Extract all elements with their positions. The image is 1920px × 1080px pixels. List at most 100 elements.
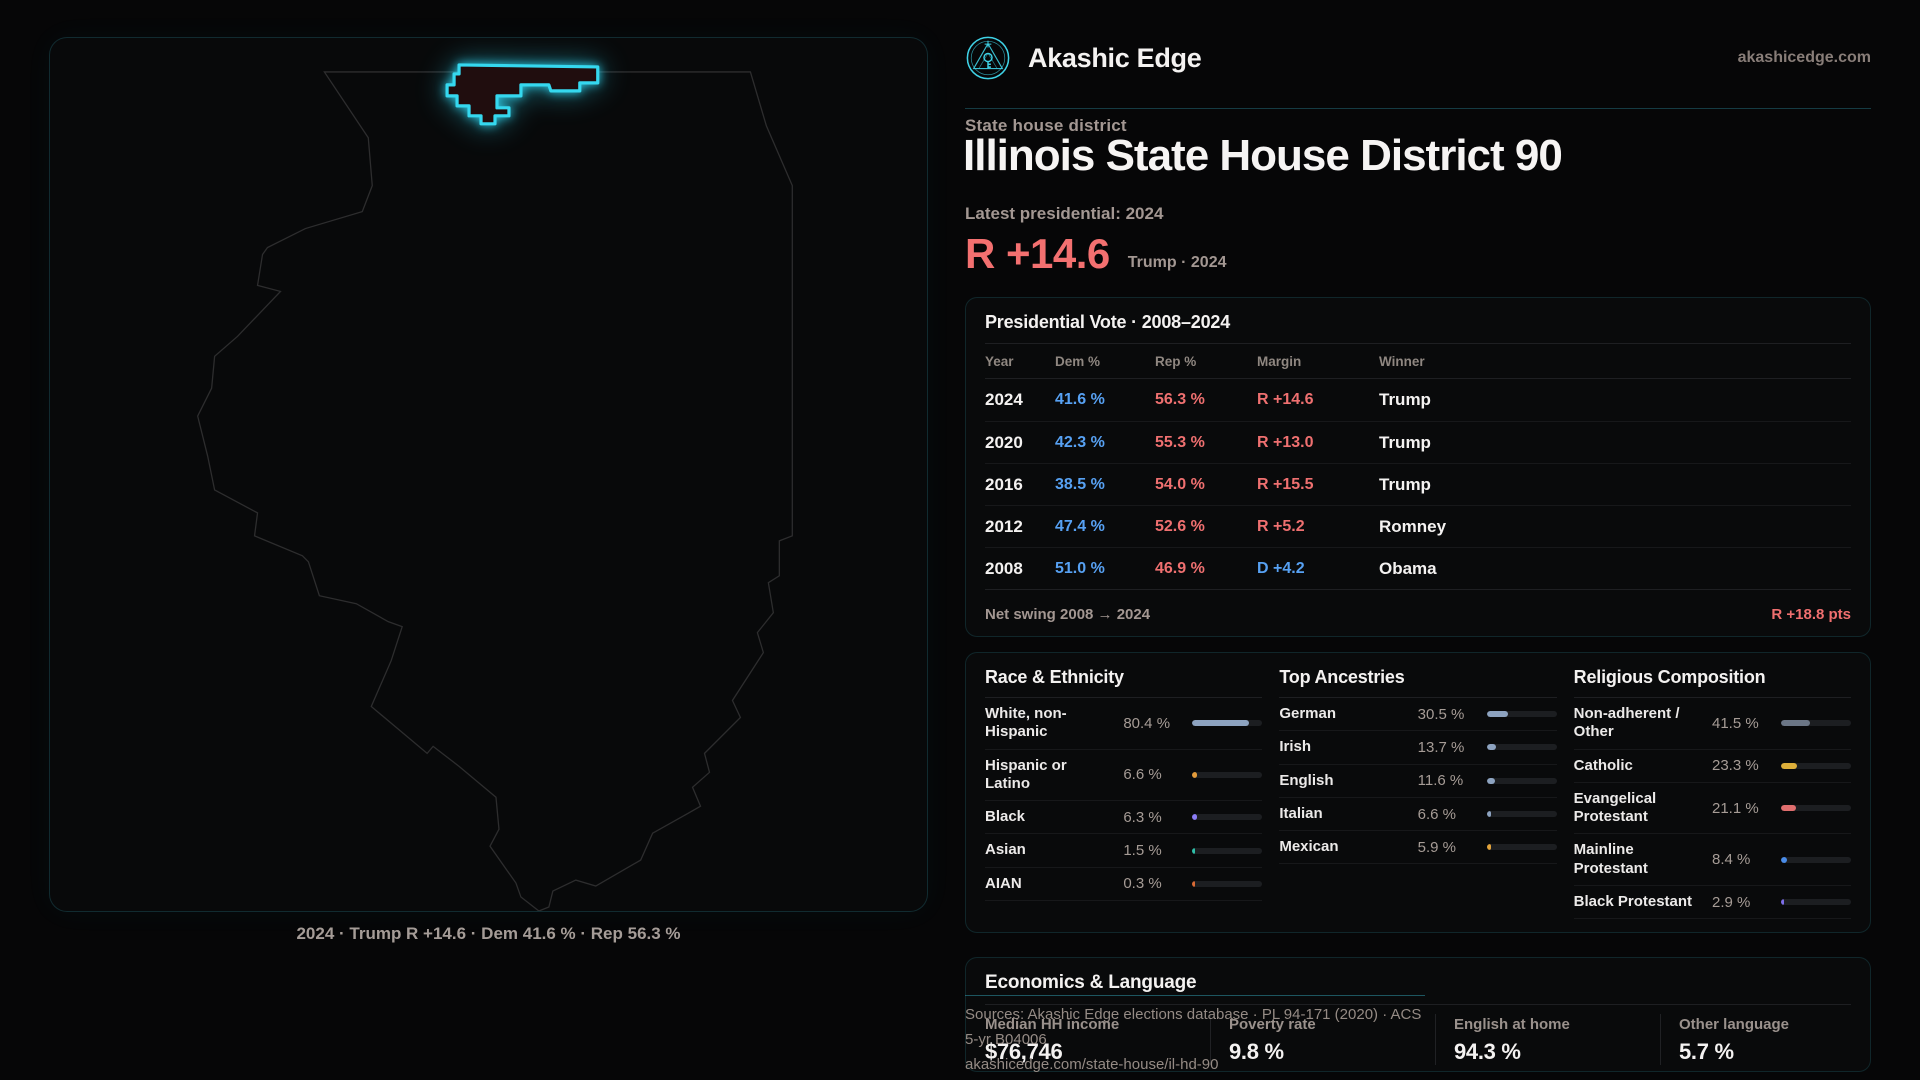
religion-row: Evangelical Protestant 21.1 % [1573, 783, 1851, 835]
cell-rep: 52.6 % [1155, 517, 1205, 535]
cell-rep: 55.3 % [1155, 433, 1205, 451]
ancestries-row: Irish 13.7 % [1279, 731, 1557, 765]
demo-bar-fill [1781, 899, 1784, 906]
cell-margin: R +13.0 [1257, 433, 1314, 451]
headline-margin: R +14.6 Trump · 2024 [965, 230, 1226, 278]
presidential-vote-card: Presidential Vote · 2008–2024 Year Dem %… [965, 297, 1871, 637]
demo-value: 1.5 % [1123, 842, 1162, 860]
demo-bar-fill [1192, 771, 1197, 778]
economics-language-card: Economics & Language Median HH income $76… [965, 957, 1871, 1072]
demo-label: Italian [1279, 804, 1323, 822]
site-header: Akashic Edge akashicedge.com [965, 32, 1871, 84]
religion-row: Non-adherent / Other 41.5 % [1573, 698, 1851, 750]
demo-label: Non-adherent / Other [1573, 705, 1680, 741]
ancestries-row: English 11.6 % [1279, 765, 1557, 798]
cell-year: 2012 [985, 516, 1023, 536]
econ-stat: English at home 94.3 % [1435, 1014, 1660, 1065]
cell-year: 2016 [985, 474, 1023, 494]
econ-stat: Poverty rate 9.8 % [1210, 1014, 1435, 1065]
cell-dem: 42.3 % [1055, 433, 1105, 451]
cell-margin: R +5.2 [1257, 517, 1305, 535]
demo-bar [1781, 899, 1851, 906]
net-swing-value: R +18.8 pts [1771, 605, 1851, 623]
demo-value: 21.1 % [1712, 799, 1759, 817]
eyebrow-label: State house district [965, 116, 1127, 135]
demo-bar-fill [1486, 777, 1495, 784]
headline-margin-context: Trump · 2024 [1127, 254, 1227, 271]
demo-bar [1486, 811, 1557, 818]
ancestries-row: Mexican 5.9 % [1279, 831, 1557, 865]
religion-row: Black Protestant 2.9 % [1573, 886, 1851, 920]
latest-presidential-label: Latest presidential: 2024 [965, 204, 1164, 223]
econ-stat-value: 9.8 % [1229, 1039, 1284, 1064]
economics-stats-row: Median HH income $76,746 Poverty rate 9.8 %… [985, 1005, 1851, 1065]
vote-table-header: Year Dem % Rep % Margin Winner [985, 344, 1851, 379]
econ-stat-label: Other language [1679, 1016, 1790, 1033]
cell-margin: D +4.2 [1257, 559, 1305, 577]
cell-dem: 51.0 % [1055, 559, 1105, 577]
econ-stat-value: 94.3 % [1454, 1039, 1521, 1064]
race-ethnicity-section: Race & Ethnicity White, non-Hispanic 80.4… [985, 653, 1263, 932]
religious-composition-rows: Non-adherent / Other 41.5 % Catholic 23.3 %… [1573, 698, 1851, 920]
district-90-shape [445, 63, 600, 126]
demo-bar-fill [1486, 844, 1491, 851]
demo-value: 2.9 % [1712, 893, 1751, 911]
akashic-edge-logo-icon [966, 36, 1010, 80]
cell-dem: 47.4 % [1055, 517, 1105, 535]
demo-value: 30.5 % [1417, 705, 1465, 723]
sources-permalink[interactable]: akashicedge.com/state-house/il-hd-90 [965, 1056, 1219, 1073]
vote-table-row: 2020 42.3 % 55.3 % R +13.0 Trump [985, 421, 1851, 463]
demo-value: 13.7 % [1417, 738, 1465, 756]
site-url-link[interactable]: akashicedge.com [1737, 49, 1871, 66]
race-row: Hispanic or Latino 6.6 % [985, 750, 1263, 802]
demo-label: English [1279, 771, 1334, 789]
demo-bar [1192, 880, 1263, 887]
demo-bar [1781, 762, 1851, 769]
religious-composition-title: Religious Composition [1573, 653, 1851, 698]
net-swing-row: Net swing 2008 → 2024 R +18.8 pts [985, 589, 1851, 638]
headline-margin-value: R +14.6 [965, 230, 1110, 277]
demo-bar [1486, 711, 1557, 718]
illinois-map [196, 63, 793, 911]
demo-value: 6.6 % [1123, 766, 1162, 784]
header-divider [965, 108, 1871, 109]
econ-stat: Median HH income $76,746 [985, 1014, 1210, 1065]
col-rep: Rep % [1155, 353, 1197, 369]
vote-table-row: 2008 51.0 % 46.9 % D +4.2 Obama [985, 547, 1851, 589]
demo-value: 6.6 % [1417, 805, 1457, 823]
demo-bar [1486, 777, 1557, 784]
econ-stat-label: Median HH income [985, 1016, 1120, 1033]
demo-value: 5.9 % [1417, 838, 1457, 856]
demo-bar [1192, 847, 1263, 854]
cell-margin: R +14.6 [1257, 391, 1314, 408]
religion-row: Catholic 23.3 % [1573, 750, 1851, 783]
religion-row: Mainline Protestant 8.4 % [1573, 834, 1851, 887]
demo-bar-fill [1781, 762, 1798, 769]
net-swing-label: Net swing 2008 → 2024 [985, 605, 1151, 623]
race-row: Asian 1.5 % [985, 834, 1263, 868]
cell-rep: 46.9 % [1155, 559, 1205, 577]
col-winner: Winner [1379, 353, 1425, 369]
demo-bar [1781, 856, 1851, 863]
map-caption: 2024 · Trump R +14.6 · Dem 41.6 % · Rep … [296, 924, 681, 943]
demo-label: Irish [1279, 738, 1312, 756]
cell-margin: R +15.5 [1257, 475, 1314, 493]
economics-title: Economics & Language [985, 958, 1851, 1005]
vote-table-row: 2024 41.6 % 56.3 % R +14.6 Trump [985, 379, 1851, 421]
ancestries-row: Italian 6.6 % [1279, 798, 1557, 832]
demo-value: 8.4 % [1712, 851, 1751, 869]
demo-label: Evangelical Protestant [1573, 789, 1657, 826]
col-margin: Margin [1257, 353, 1302, 369]
cell-year: 2020 [985, 432, 1023, 452]
demo-value: 80.4 % [1123, 714, 1171, 732]
demo-label: Mainline Protestant [1573, 841, 1648, 877]
demo-value: 23.3 % [1712, 757, 1759, 775]
race-row: White, non-Hispanic 80.4 % [985, 698, 1263, 750]
demo-bar [1781, 720, 1851, 727]
vote-table-body: 2024 41.6 % 56.3 % R +14.6 Trump 2020 42.3 % 55… [985, 379, 1851, 589]
econ-stat-label: English at home [1454, 1016, 1570, 1033]
vote-table-row: 2012 47.4 % 52.6 % R +5.2 Romney [985, 505, 1851, 547]
demo-bar-fill [1486, 711, 1508, 718]
cell-year: 2008 [985, 558, 1023, 578]
demo-bar [1486, 844, 1557, 851]
